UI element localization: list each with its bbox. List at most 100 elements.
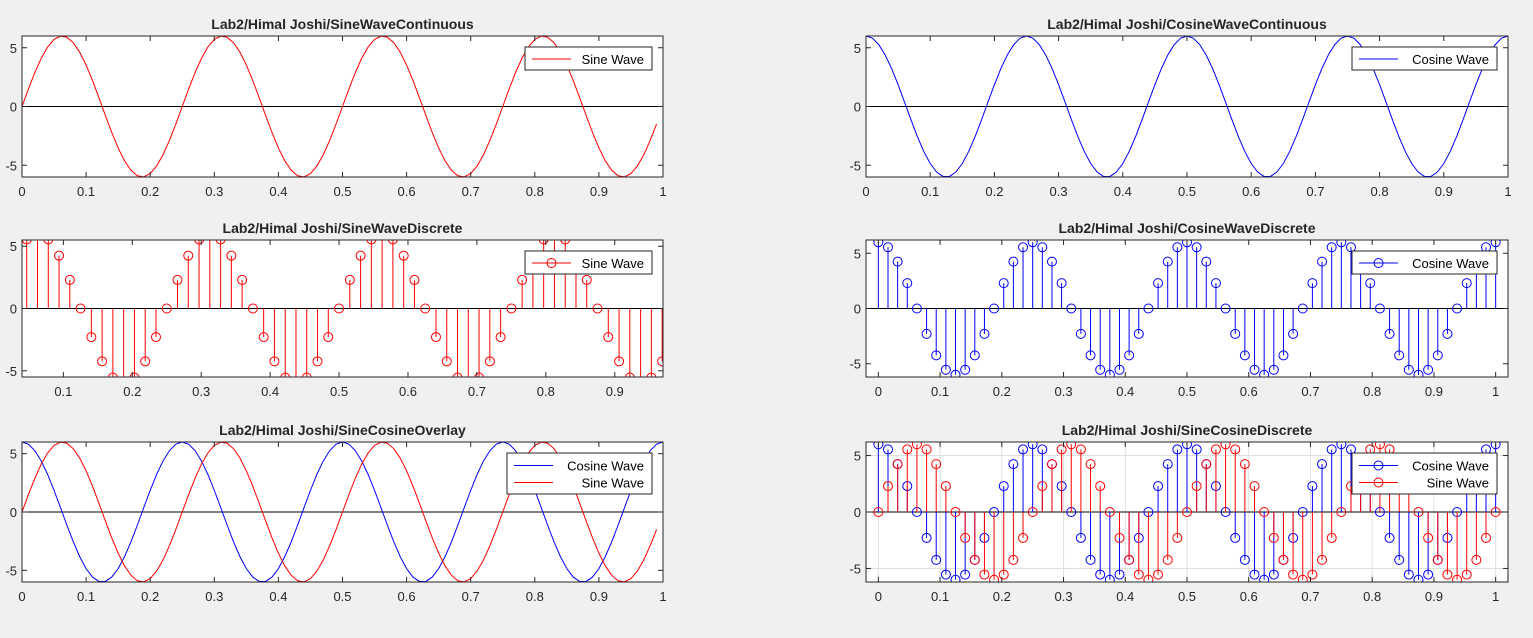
stem-marker-sine-wave xyxy=(1046,459,1057,470)
x-tick-label: 0.6 xyxy=(1240,384,1258,399)
stem-marker-cosine-wave xyxy=(1336,442,1347,450)
legend: Cosine Wave xyxy=(1351,250,1498,275)
x-tick-label: 0.5 xyxy=(330,384,348,399)
stem-marker-sine-wave xyxy=(1288,569,1299,580)
stem-marker-cosine-wave xyxy=(1288,328,1299,339)
stem-marker-sine-wave xyxy=(1027,507,1038,517)
stem-marker-cosine-wave xyxy=(1018,242,1029,253)
stem-marker-sine-wave xyxy=(603,332,614,343)
stem-marker-cosine-wave xyxy=(1056,278,1067,289)
stem-marker-sine-wave xyxy=(911,442,922,450)
series-line-sine-wave xyxy=(22,442,658,582)
x-tick-label: 0.1 xyxy=(931,384,949,399)
stem-marker-sine-wave xyxy=(1307,569,1318,580)
stem-marker-cosine-wave xyxy=(1268,364,1279,375)
stem-marker-sine-wave xyxy=(1413,507,1424,517)
stem-marker-sine-wave xyxy=(452,372,463,377)
x-tick-label: 0.7 xyxy=(1301,384,1319,399)
x-tick-label: 0.6 xyxy=(398,589,416,604)
stem-marker-sine-wave xyxy=(1153,569,1164,580)
stem-marker-cosine-wave xyxy=(1172,444,1183,455)
x-tick-label: 0.3 xyxy=(1054,384,1072,399)
plot-content xyxy=(866,36,1508,177)
stem-marker-sine-wave xyxy=(1104,507,1115,517)
legend-box xyxy=(524,46,653,71)
stem-marker-sine-wave xyxy=(43,240,54,245)
stem-marker-sine-wave xyxy=(334,303,345,314)
y-tick-label: 5 xyxy=(854,41,861,56)
stem-marker-sine-wave xyxy=(1162,554,1173,565)
x-tick-label: 1 xyxy=(1504,184,1511,199)
x-tick-label: 0.7 xyxy=(1301,589,1319,604)
stem-marker-cosine-wave xyxy=(1114,364,1125,375)
y-tick-label: -5 xyxy=(849,357,861,372)
x-tick-label: 0.9 xyxy=(590,184,608,199)
stem-marker-sine-wave xyxy=(129,372,140,377)
x-tick-label: 0.4 xyxy=(261,384,279,399)
stem-marker-sine-wave xyxy=(679,304,688,313)
stem-marker-cosine-wave xyxy=(1182,442,1192,450)
stem-marker-sine-wave xyxy=(194,240,205,245)
stem-marker-cosine-wave xyxy=(1162,459,1173,470)
stem-marker-sine-wave xyxy=(1114,532,1125,543)
stem-marker-sine-wave xyxy=(1442,569,1453,580)
stem-marker-sine-wave xyxy=(1182,507,1192,517)
x-tick-label: 0.4 xyxy=(269,184,287,199)
y-tick-label: -5 xyxy=(849,158,861,173)
stem-marker-sine-wave xyxy=(1220,442,1231,450)
stem-marker-sine-wave xyxy=(960,532,971,543)
legend-marker-cosine-wave xyxy=(1373,258,1384,268)
stem-marker-cosine-wave xyxy=(1394,350,1405,361)
plot-content xyxy=(22,36,663,177)
stem-marker-sine-wave xyxy=(269,356,280,367)
stem-marker-cosine-wave xyxy=(1297,303,1308,314)
stem-marker-sine-wave xyxy=(75,303,86,314)
stem-marker-cosine-wave xyxy=(1365,278,1376,289)
stem-marker-sine-wave xyxy=(921,444,932,455)
stem-marker-cosine-wave xyxy=(1018,444,1029,455)
stem-marker-sine-wave xyxy=(355,250,366,261)
stem-marker-cosine-wave xyxy=(1413,369,1424,377)
stem-marker-sine-wave xyxy=(344,274,355,285)
chart-title: Lab2/Himal Joshi/CosineWaveContinuous xyxy=(1047,16,1327,32)
stem-marker-cosine-wave xyxy=(882,242,893,253)
x-tick-label: 0.8 xyxy=(526,184,544,199)
x-tick-label: 0.6 xyxy=(399,384,417,399)
stem-marker-cosine-wave xyxy=(1075,532,1086,543)
chart-title: Lab2/Himal Joshi/SineCosineDiscrete xyxy=(1062,422,1313,438)
chart-title: Lab2/Himal Joshi/SineWaveContinuous xyxy=(211,16,474,32)
stem-marker-cosine-wave xyxy=(1008,459,1019,470)
stem-marker-sine-wave xyxy=(979,569,990,580)
x-tick-label: 0.5 xyxy=(1178,589,1196,604)
stem-marker-sine-wave xyxy=(258,332,269,343)
chart-title: Lab2/Himal Joshi/SineCosineOverlay xyxy=(219,422,466,438)
legend-label-sine-wave: Sine Wave xyxy=(582,476,644,491)
stem-marker-cosine-wave xyxy=(1124,350,1135,361)
stem-marker-cosine-wave xyxy=(1307,481,1318,492)
stem-marker-sine-wave xyxy=(430,332,441,343)
stem-marker-cosine-wave xyxy=(1442,328,1453,339)
x-tick-label: 0.4 xyxy=(1114,184,1132,199)
stem-marker-cosine-wave xyxy=(1317,256,1328,267)
stem-marker-sine-wave xyxy=(161,303,172,314)
stem-marker-cosine-wave xyxy=(1191,242,1202,253)
stem-marker-cosine-wave xyxy=(1201,256,1212,267)
stem-marker-sine-wave xyxy=(989,574,1000,582)
chart-cosine-continuous: 0 0.1 0.2 0.3 0.4 0.5 0.6 0.7 0.8 0.9 1-505Lab2/Hi… xyxy=(849,16,1511,199)
chart-title: Lab2/Himal Joshi/CosineWaveDiscrete xyxy=(1058,220,1315,236)
x-tick-label: 0.1 xyxy=(77,589,95,604)
legend: Cosine Wave xyxy=(1351,46,1498,71)
stem-marker-sine-wave xyxy=(1008,554,1019,565)
x-tick-label: 0.5 xyxy=(1178,184,1196,199)
stem-marker-cosine-wave xyxy=(960,569,971,580)
stem-marker-cosine-wave xyxy=(1182,240,1192,248)
stem-marker-sine-wave xyxy=(474,372,485,377)
stem-marker-sine-wave xyxy=(205,229,214,238)
stem-marker-sine-wave xyxy=(1461,569,1472,580)
stem-marker-cosine-wave xyxy=(1220,303,1231,314)
stem-marker-sine-wave xyxy=(1018,532,1029,543)
stem-marker-cosine-wave xyxy=(1037,444,1048,455)
stem-marker-sine-wave xyxy=(247,303,258,314)
stem-marker-sine-wave xyxy=(107,372,118,377)
